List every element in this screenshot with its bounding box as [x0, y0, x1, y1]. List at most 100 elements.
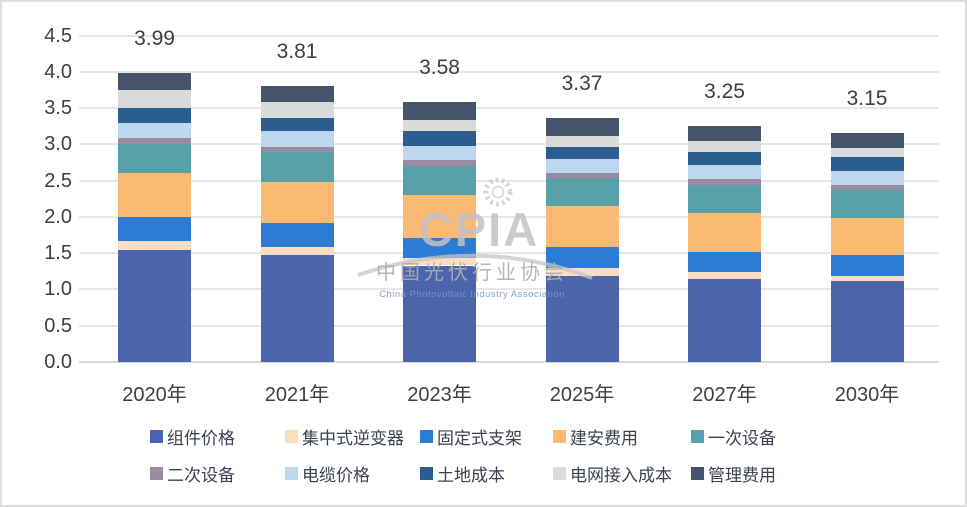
gridline [79, 70, 939, 73]
bar-segment-电网接入成本 [688, 141, 761, 153]
legend-swatch [691, 466, 704, 480]
bar-segment-固定式支架 [830, 255, 904, 276]
bar-segment-电缆价格 [403, 145, 476, 161]
gridline [79, 288, 939, 291]
y-tick-label: 3.0 [44, 133, 72, 156]
bar-segment-土地成本 [403, 130, 476, 146]
bar-segment-土地成本 [118, 108, 191, 123]
bar-segment-管理费用 [545, 117, 619, 136]
bar-segment-管理费用 [688, 126, 761, 142]
legend-swatch [553, 429, 566, 443]
bar-total-label: 3.37 [561, 71, 603, 95]
legend-label: 二次设备 [167, 465, 235, 485]
x-tick-label: 2023年 [407, 384, 472, 406]
bar-segment-土地成本 [260, 118, 334, 131]
bar-segment-管理费用 [830, 133, 904, 148]
x-tick-label: 2025年 [549, 384, 615, 406]
legend-swatch [553, 466, 566, 480]
bar-segment-一次设备 [403, 166, 476, 196]
legend-item-电网接入成本: 电网接入成本 [553, 462, 672, 485]
bar-segment-固定式支架 [260, 223, 334, 247]
bar-segment-一次设备 [545, 178, 619, 206]
bar-segment-二次设备 [830, 184, 904, 191]
gridline [79, 215, 939, 218]
bar-segment-电缆价格 [545, 158, 619, 174]
legend-swatch [285, 429, 298, 443]
legend-label: 集中式逆变器 [302, 428, 404, 448]
gridline [79, 324, 939, 327]
y-tick-label: 0.0 [44, 351, 72, 373]
bar-segment-电网接入成本 [260, 102, 334, 119]
legend-item-组件价格: 组件价格 [150, 425, 235, 448]
legend-swatch [691, 429, 704, 443]
bar-segment-二次设备 [260, 146, 334, 152]
legend-swatch [420, 429, 433, 443]
bar-segment-组件价格 [403, 265, 476, 362]
bar-segment-组件价格 [830, 280, 904, 362]
bar-segment-电缆价格 [688, 164, 761, 180]
legend-swatch [150, 466, 163, 480]
bar-segment-土地成本 [545, 146, 619, 159]
legend-item-建安费用: 建安费用 [553, 425, 638, 448]
bar-segment-二次设备 [688, 179, 761, 185]
legend-item-一次设备: 一次设备 [691, 425, 776, 448]
gridline [79, 252, 939, 255]
y-tick-label: 2.5 [44, 169, 72, 192]
legend-item-土地成本: 土地成本 [420, 462, 505, 485]
legend-item-管理费用: 管理费用 [691, 462, 776, 485]
y-tick-label: 1.0 [44, 278, 72, 301]
legend-label: 组件价格 [167, 428, 235, 448]
bar-segment-固定式支架 [403, 237, 476, 258]
legend-label: 土地成本 [437, 465, 505, 485]
bar-segment-电缆价格 [830, 171, 904, 185]
y-tick-label: 4.0 [44, 60, 72, 83]
bar-segment-组件价格 [260, 254, 334, 362]
bar-segment-组件价格 [545, 275, 619, 362]
bar-segment-建安费用 [260, 182, 334, 224]
bar-total-label: 3.99 [134, 26, 175, 50]
bar-segment-建安费用 [688, 213, 761, 252]
y-tick-label: 1.5 [44, 242, 72, 265]
bar-segment-电网接入成本 [545, 135, 619, 147]
legend-label: 电缆价格 [302, 465, 370, 485]
bar-segment-一次设备 [830, 190, 904, 218]
bar-segment-二次设备 [403, 160, 476, 167]
bar-segment-集中式逆变器 [260, 246, 334, 255]
gridline [79, 34, 939, 37]
bar-segment-二次设备 [545, 173, 619, 179]
bar-segment-土地成本 [688, 152, 761, 165]
bar-segment-建安费用 [403, 195, 476, 238]
legend-label: 电网接入成本 [570, 465, 672, 485]
legend-label: 建安费用 [570, 428, 638, 448]
legend-swatch [420, 466, 433, 480]
bar-total-label: 3.15 [846, 87, 888, 111]
legend-label: 一次设备 [708, 428, 776, 448]
bar-segment-建安费用 [118, 173, 191, 217]
bar-segment-固定式支架 [688, 251, 761, 273]
gridline [79, 107, 939, 110]
y-tick-label: 0.5 [44, 314, 72, 337]
legend-label: 固定式支架 [437, 428, 522, 448]
y-tick-label: 4.5 [44, 24, 72, 47]
bar-segment-土地成本 [830, 156, 904, 172]
gridline [79, 143, 939, 146]
bar-segment-管理费用 [403, 102, 476, 120]
bar-segment-电网接入成本 [118, 89, 191, 109]
legend-item-电缆价格: 电缆价格 [285, 462, 370, 485]
y-tick-label: 2.0 [44, 205, 72, 228]
x-tick-label: 2030年 [834, 384, 900, 406]
bar-segment-电缆价格 [118, 122, 191, 138]
bar-segment-组件价格 [688, 278, 761, 362]
bar-segment-建安费用 [830, 217, 904, 256]
x-tick-label: 2027年 [692, 384, 757, 406]
bar-segment-电网接入成本 [830, 147, 904, 157]
bar-segment-组件价格 [118, 249, 191, 362]
legend-item-集中式逆变器: 集中式逆变器 [285, 425, 404, 448]
bar-segment-建安费用 [545, 206, 619, 248]
bar-segment-固定式支架 [118, 216, 191, 241]
legend-swatch [150, 429, 163, 443]
bar-total-label: 3.81 [276, 39, 318, 63]
legend-swatch [285, 466, 298, 480]
bar-segment-二次设备 [118, 137, 191, 144]
